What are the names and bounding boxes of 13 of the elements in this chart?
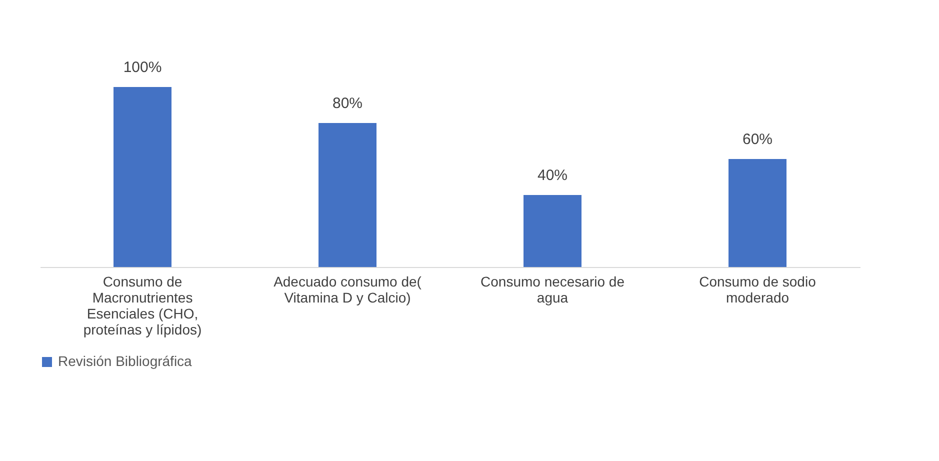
bar bbox=[524, 195, 582, 267]
x-tick-label: Consumo de sodio moderado bbox=[699, 274, 816, 306]
bar bbox=[318, 123, 376, 267]
data-label: 80% bbox=[332, 95, 363, 112]
x-tick-label: Consumo necesario de agua bbox=[480, 274, 625, 306]
data-label: 40% bbox=[537, 167, 568, 184]
bar bbox=[728, 159, 786, 267]
x-tick-label: Consumo de Macronutrientes Esenciales (CHO, proteínas y lípidos) bbox=[83, 274, 202, 338]
legend-label: Revisión Bibliográfica bbox=[58, 353, 192, 369]
bar bbox=[114, 87, 172, 267]
data-label: 60% bbox=[742, 131, 773, 148]
x-tick-label: Adecuado consumo de( Vitamina D y Calcio) bbox=[274, 274, 422, 306]
data-label: 100% bbox=[123, 59, 162, 76]
